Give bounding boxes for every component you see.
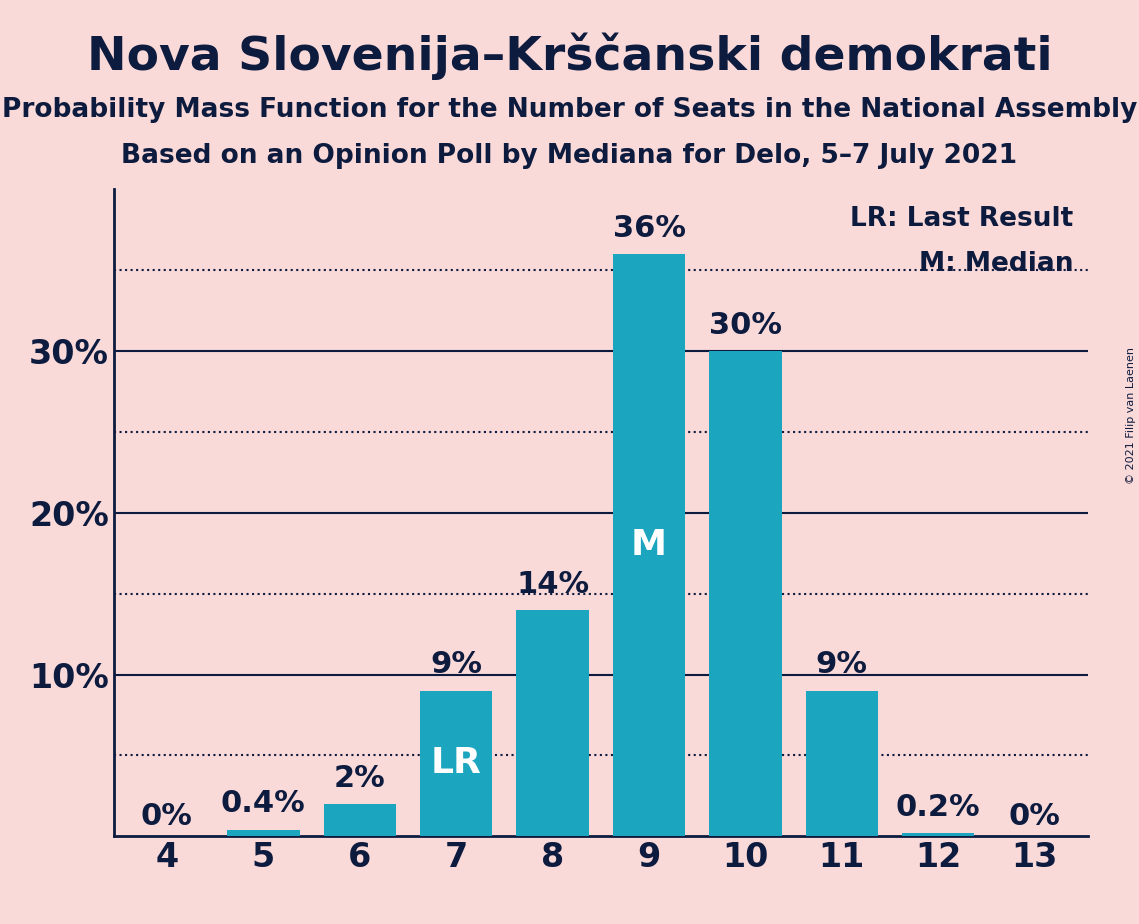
Text: 2%: 2% bbox=[334, 763, 386, 793]
Bar bbox=[902, 833, 975, 836]
Text: 0%: 0% bbox=[141, 802, 192, 832]
Text: Probability Mass Function for the Number of Seats in the National Assembly: Probability Mass Function for the Number… bbox=[2, 97, 1137, 123]
Text: 30%: 30% bbox=[708, 310, 782, 340]
Text: 0.4%: 0.4% bbox=[221, 789, 305, 819]
Text: Nova Slovenija–Krščanski demokrati: Nova Slovenija–Krščanski demokrati bbox=[87, 32, 1052, 79]
Bar bbox=[710, 351, 781, 836]
Text: 9%: 9% bbox=[431, 650, 482, 679]
Text: 36%: 36% bbox=[613, 213, 686, 243]
Text: LR: LR bbox=[431, 747, 482, 781]
Bar bbox=[805, 691, 878, 836]
Bar bbox=[516, 610, 589, 836]
Bar bbox=[323, 804, 396, 836]
Bar bbox=[613, 254, 686, 836]
Text: LR: Last Result: LR: Last Result bbox=[850, 206, 1073, 232]
Text: 0.2%: 0.2% bbox=[896, 793, 981, 821]
Text: © 2021 Filip van Laenen: © 2021 Filip van Laenen bbox=[1126, 347, 1136, 484]
Text: 14%: 14% bbox=[516, 569, 589, 599]
Bar bbox=[420, 691, 492, 836]
Bar bbox=[227, 830, 300, 836]
Text: M: Median: M: Median bbox=[919, 250, 1073, 277]
Text: 0%: 0% bbox=[1009, 802, 1060, 832]
Text: 9%: 9% bbox=[816, 650, 868, 679]
Text: M: M bbox=[631, 529, 667, 562]
Text: Based on an Opinion Poll by Mediana for Delo, 5–7 July 2021: Based on an Opinion Poll by Mediana for … bbox=[122, 143, 1017, 169]
